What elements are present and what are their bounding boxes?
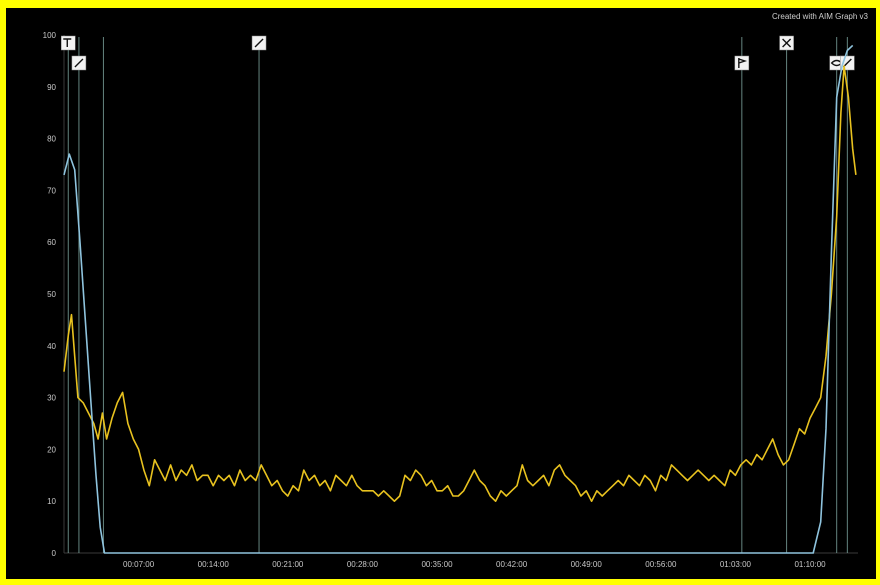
chart-frame: Created with AIM Graph v3 0 10 20 30 40 50 60 7… [6, 8, 876, 579]
y-tick-label: 20 [47, 445, 56, 454]
x-tick-label: 01:03:00 [720, 560, 752, 569]
x-tick-label: 00:56:00 [645, 560, 677, 569]
x-tick-label: 01:10:00 [794, 560, 826, 569]
y-tick-label: 0 [52, 549, 57, 558]
line-chart: 0 10 20 30 40 50 60 70 80 90 100 00:07:00 00:14:00 00… [6, 8, 876, 579]
y-tick-label: 30 [47, 394, 56, 403]
x-tick-label: 00:28:00 [347, 560, 379, 569]
flag-icon-box [735, 56, 749, 70]
series-line-yellow [64, 66, 856, 501]
y-tick-label: 10 [47, 497, 56, 506]
x-tick-label: 00:07:00 [123, 560, 155, 569]
y-tick-label: 40 [47, 342, 56, 351]
y-tick-label: 60 [47, 238, 56, 247]
x-tick-label: 00:49:00 [571, 560, 603, 569]
y-tick-label: 100 [43, 31, 57, 40]
x-tick-label: 00:42:00 [496, 560, 528, 569]
series-line-blue [64, 45, 853, 553]
x-tick-label: 00:14:00 [198, 560, 230, 569]
y-tick-label: 90 [47, 83, 56, 92]
y-tick-label: 70 [47, 186, 56, 195]
x-tick-label: 00:21:00 [272, 560, 304, 569]
hammer-icon-box [61, 36, 75, 50]
x-tick-label: 00:35:00 [421, 560, 453, 569]
y-tick-label: 80 [47, 135, 56, 144]
y-tick-label: 50 [47, 290, 56, 299]
